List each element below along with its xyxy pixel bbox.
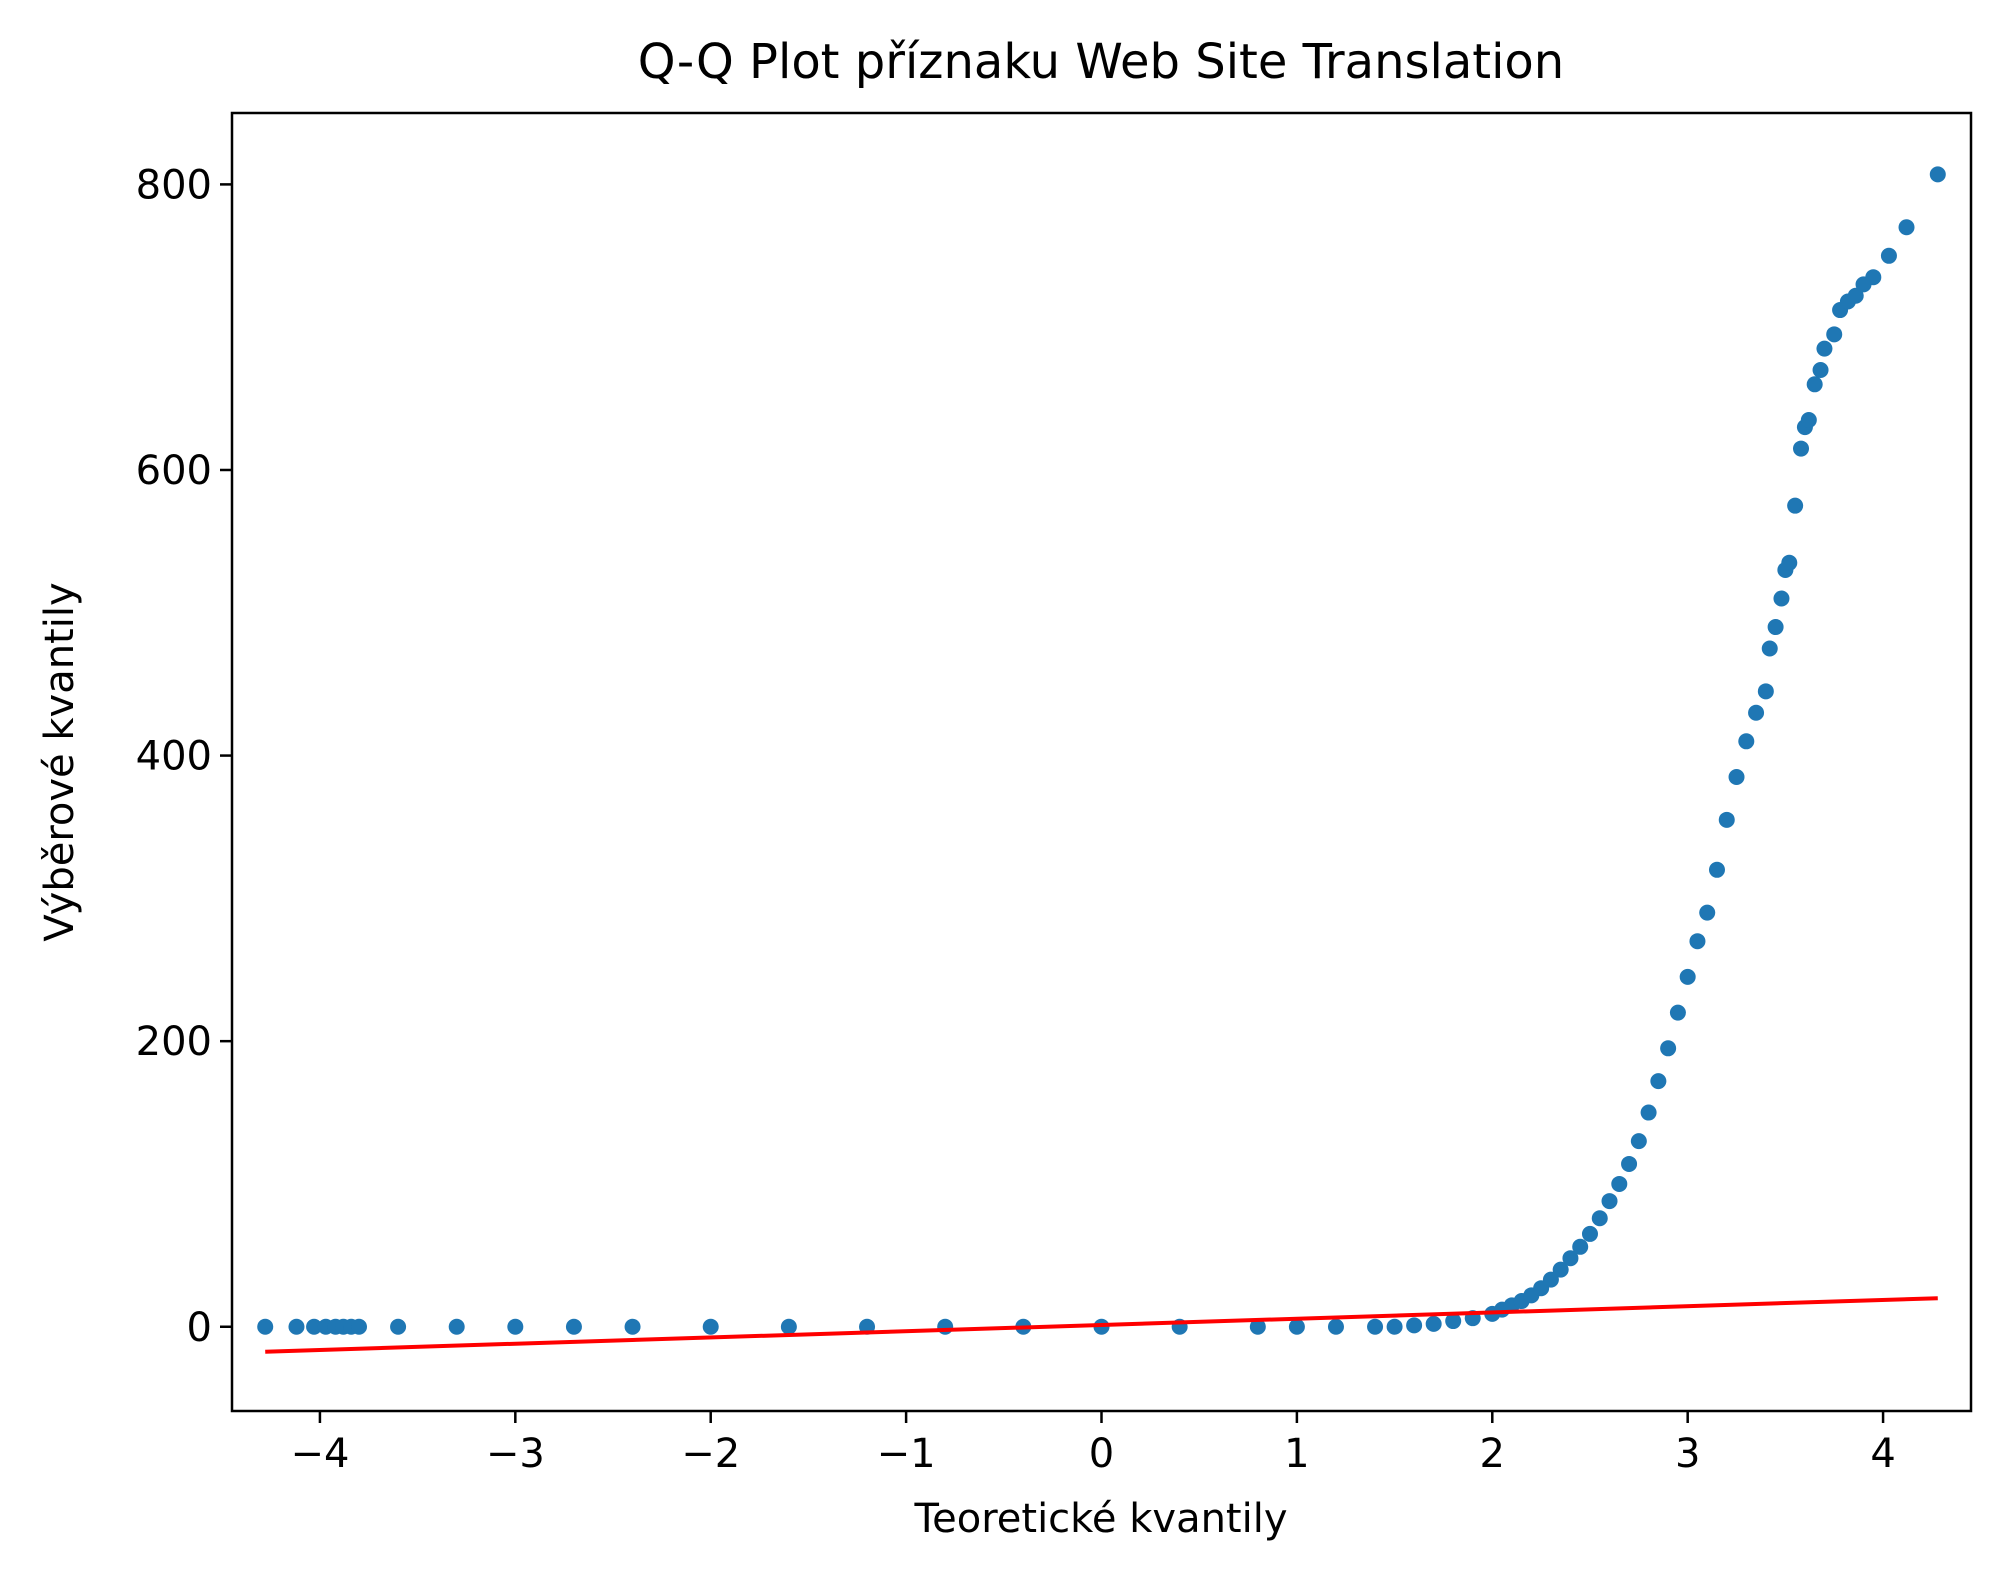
x-tick-label: −2 <box>681 1431 740 1477</box>
chart-title: Q-Q Plot příznaku Web Site Translation <box>638 34 1564 90</box>
data-point <box>1581 1225 1598 1242</box>
data-point <box>1572 1238 1589 1255</box>
data-point <box>1793 440 1810 457</box>
data-point <box>1367 1318 1384 1335</box>
data-point <box>1669 1004 1686 1021</box>
data-point <box>288 1318 305 1335</box>
x-tick-label: −4 <box>290 1431 349 1477</box>
data-point <box>1679 968 1696 985</box>
data-point <box>1718 811 1735 828</box>
data-point <box>1689 933 1706 950</box>
data-point <box>1806 376 1823 393</box>
data-point <box>1847 287 1864 304</box>
reference-line <box>265 1296 1938 1354</box>
data-point <box>1929 166 1946 183</box>
x-axis: −4 −3 −2 −1 0 1 2 3 4 <box>290 1411 1896 1477</box>
y-tick-label: 400 <box>136 734 212 780</box>
data-point <box>937 1318 954 1335</box>
data-point <box>1812 362 1829 379</box>
data-point <box>1562 1250 1579 1267</box>
data-point <box>1738 733 1755 750</box>
data-point <box>1728 768 1745 785</box>
data-point <box>1630 1133 1647 1150</box>
data-point <box>306 1318 323 1335</box>
data-point <box>702 1318 719 1335</box>
data-point <box>257 1318 274 1335</box>
data-point <box>1621 1155 1638 1172</box>
data-point <box>1898 219 1915 236</box>
y-tick-label: 600 <box>136 448 212 494</box>
data-point <box>1249 1318 1266 1335</box>
data-point <box>780 1318 797 1335</box>
y-axis: 0 200 400 600 800 <box>136 162 232 1351</box>
data-point <box>1773 590 1790 607</box>
data-point <box>1748 704 1765 721</box>
data-point <box>507 1318 524 1335</box>
data-point <box>1288 1318 1305 1335</box>
data-point <box>1880 247 1897 264</box>
data-point <box>1781 554 1798 571</box>
x-tick-label: −3 <box>486 1431 545 1477</box>
data-point <box>1767 619 1784 636</box>
data-point <box>1816 340 1833 357</box>
x-tick-label: 4 <box>1870 1431 1895 1477</box>
x-tick-label: 0 <box>1089 1431 1114 1477</box>
x-tick-label: 3 <box>1675 1431 1700 1477</box>
x-axis-label: Teoretické kvantily <box>913 1496 1287 1542</box>
data-point <box>1601 1193 1618 1210</box>
data-point <box>1761 640 1778 657</box>
data-point <box>565 1318 582 1335</box>
plot-area <box>257 166 1946 1354</box>
data-point <box>1552 1261 1569 1278</box>
y-axis-label: Výběrové kvantily <box>37 582 83 941</box>
y-tick-label: 800 <box>136 162 212 208</box>
data-point <box>1640 1104 1657 1121</box>
data-point <box>351 1318 368 1335</box>
data-point <box>1708 861 1725 878</box>
data-point <box>624 1318 641 1335</box>
x-tick-label: −1 <box>877 1431 936 1477</box>
data-point <box>1327 1318 1344 1335</box>
data-point <box>1445 1313 1462 1330</box>
data-point <box>1757 683 1774 700</box>
x-tick-label: 2 <box>1480 1431 1505 1477</box>
data-point <box>1611 1175 1628 1192</box>
data-point <box>1650 1073 1667 1090</box>
data-point <box>1591 1210 1608 1227</box>
y-tick-label: 0 <box>187 1305 212 1351</box>
y-tick-label: 200 <box>136 1019 212 1065</box>
data-point <box>390 1318 407 1335</box>
data-point <box>448 1318 465 1335</box>
data-point <box>1406 1317 1423 1334</box>
data-point <box>1660 1040 1677 1057</box>
data-point <box>1800 412 1817 429</box>
data-point <box>1865 269 1882 286</box>
data-point <box>1787 497 1804 514</box>
data-point <box>1386 1318 1403 1335</box>
data-point <box>1826 326 1843 343</box>
data-point <box>1699 904 1716 921</box>
data-point <box>1542 1271 1559 1288</box>
data-point <box>1425 1315 1442 1332</box>
x-tick-label: 1 <box>1284 1431 1309 1477</box>
